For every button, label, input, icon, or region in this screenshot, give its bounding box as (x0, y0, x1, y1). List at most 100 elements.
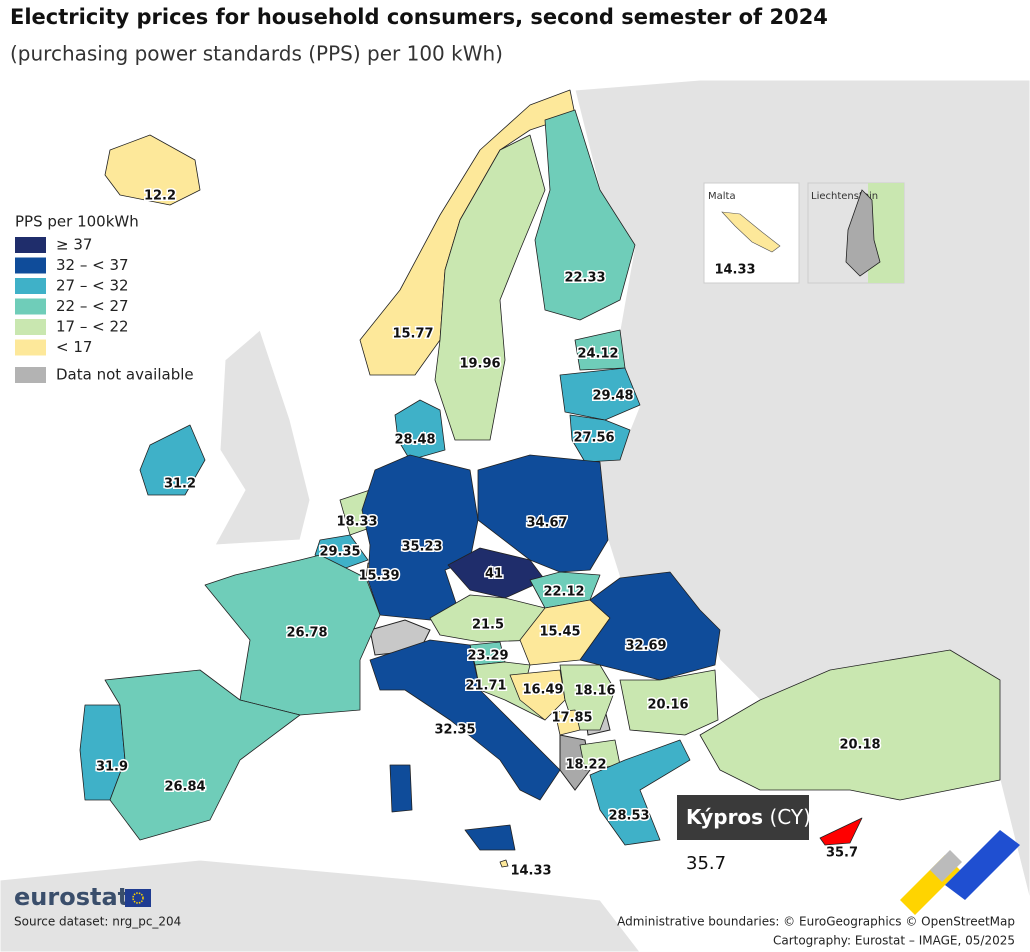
country (477, 454, 609, 573)
country (534, 109, 636, 321)
country-value-label: 22.33 (564, 271, 605, 286)
tooltip-name: Kýpros (686, 805, 763, 829)
country-value-label: 15.77 (392, 327, 433, 342)
tooltip-code: (CY) (769, 805, 810, 829)
legend-label: < 17 (56, 338, 92, 356)
united-kingdom (214, 329, 311, 546)
legend-label: ≥ 37 (56, 236, 92, 254)
country-value-label: 19.96 (459, 357, 500, 372)
eu-stars (132, 892, 144, 904)
country-value-label: 18.16 (574, 684, 615, 699)
tooltip-header (677, 795, 809, 840)
inset-liechtenstein: Liechtenstein (807, 182, 905, 284)
country (389, 764, 413, 813)
legend-swatch (15, 339, 46, 356)
inset-value: 14.33 (714, 263, 755, 278)
country-value-label: 41 (485, 567, 503, 582)
country (204, 554, 381, 716)
country-value-label: 35.7 (826, 846, 858, 861)
country (104, 134, 201, 206)
country-labels: 12.2 15.77 19.96 22.33 24.12 29.48 27.56 28.48 3… (94, 187, 882, 880)
country (434, 134, 546, 441)
country-value-label: 32.35 (434, 723, 475, 738)
country-value-label: 12.2 (144, 189, 176, 204)
country-value-label: 27.56 (573, 431, 614, 446)
country (819, 817, 863, 846)
eu-flag (125, 889, 151, 907)
countries (79, 89, 1001, 868)
eurostat-logo: eurostat (14, 883, 151, 911)
country-value-label: 17.85 (551, 711, 592, 726)
country (589, 739, 691, 846)
country-value-label: 21.5 (472, 618, 504, 633)
country (579, 571, 721, 681)
country-value-label: 15.39 (358, 569, 399, 584)
inset-name: Malta (708, 191, 736, 202)
country-value-label: 16.49 (522, 683, 563, 698)
legend-swatch (15, 257, 46, 274)
country-value-label: 29.48 (592, 389, 633, 404)
country-value-label: 24.12 (577, 347, 618, 362)
logo-stripes (900, 830, 1020, 915)
country-value-label: 31.2 (164, 477, 196, 492)
country (559, 367, 641, 421)
legend-label: 17 – < 22 (56, 318, 129, 336)
tooltip-title: Kýpros (CY) (686, 805, 811, 829)
country-value-label: 26.78 (286, 626, 327, 641)
country-value-label: 26.84 (164, 780, 205, 795)
country-value-label: 18.33 (336, 515, 377, 530)
country-value-label: 21.71 (465, 679, 506, 694)
country (394, 399, 446, 461)
north-africa (0, 859, 641, 952)
legend-swatch (15, 367, 46, 383)
country-value-label: 20.18 (839, 738, 880, 753)
country (554, 709, 581, 736)
country-value-label: 29.35 (319, 545, 360, 560)
country-value-label: 34.67 (526, 516, 567, 531)
country (139, 424, 206, 496)
country (569, 414, 631, 463)
legend-title: PPS per 100kWh (15, 213, 139, 231)
subtitle: (purchasing power standards (PPS) per 10… (10, 42, 503, 66)
country-value-label: 18.22 (565, 758, 606, 773)
legend-swatch (15, 237, 46, 253)
source: Source dataset: nrg_pc_204 (14, 915, 181, 929)
country (361, 454, 479, 621)
country-value-label: 32.69 (625, 639, 666, 654)
legend-label: 32 – < 37 (56, 256, 129, 274)
country-value-label: 20.16 (647, 698, 688, 713)
country-value-label: 28.48 (394, 433, 435, 448)
tooltip-value: 35.7 (686, 853, 726, 874)
legend-swatch (15, 278, 46, 294)
country-value-label: 15.45 (539, 625, 580, 640)
credits-cartography: Cartography: Eurostat – IMAGE, 05/2025 (773, 934, 1015, 948)
liechtenstein-shape (845, 189, 881, 277)
legend-label: 27 – < 32 (56, 277, 129, 295)
title: Electricity prices for household consume… (10, 5, 828, 29)
country (509, 669, 566, 721)
country (529, 571, 601, 609)
country-value-label: 14.33 (510, 864, 551, 879)
legend-swatch (15, 319, 46, 335)
country-value-label: 28.53 (608, 809, 649, 824)
country (619, 669, 719, 736)
inset-malta: Malta 14.33 (703, 182, 800, 284)
country-value-label: 35.23 (401, 540, 442, 555)
legend-swatch (15, 298, 46, 315)
country (699, 649, 1001, 801)
logo-text: eurostat (14, 883, 129, 911)
country (464, 824, 516, 851)
tooltip: Kýpros (CY) 35.7 (668, 793, 811, 888)
legend-label: Data not available (56, 366, 194, 384)
country (499, 859, 509, 868)
credits-boundaries: Administrative boundaries: © EuroGeograp… (617, 915, 1015, 929)
country-value-label: 22.12 (543, 585, 584, 600)
country (104, 669, 301, 841)
country-value-label: 31.9 (96, 760, 128, 775)
country-value-label: 23.29 (467, 649, 508, 664)
country (369, 639, 561, 801)
legend-label: 22 – < 27 (56, 297, 129, 315)
legend: PPS per 100kWh ≥ 37 32 – < 37 27 – < 32 22 … (15, 213, 194, 384)
inset-name: Liechtenstein (811, 191, 878, 202)
